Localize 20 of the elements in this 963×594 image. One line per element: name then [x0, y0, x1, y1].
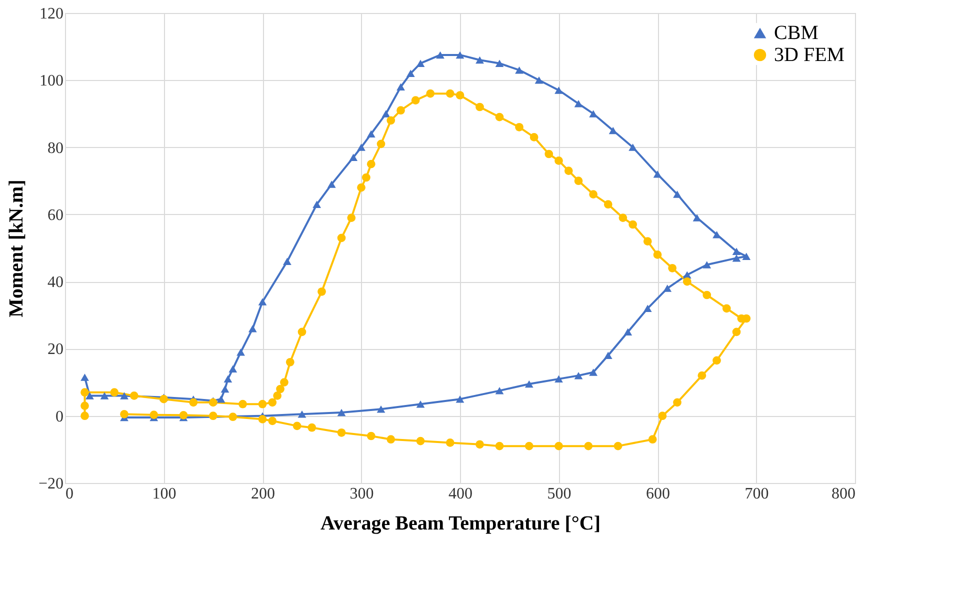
x-tick-label: 500 — [547, 486, 572, 502]
x-tick-label: 100 — [152, 486, 176, 502]
y-tick-label: 120 — [40, 6, 64, 22]
y-axis-title: Moment [kN.m] — [5, 180, 28, 318]
y-tick-label: 60 — [48, 206, 64, 224]
x-tick-label: 200 — [251, 486, 275, 502]
y-tick-label: 40 — [48, 274, 64, 292]
y-tick-label: 80 — [48, 140, 64, 157]
x-tick-label: 700 — [744, 486, 769, 502]
y-tick-label: −20 — [38, 476, 64, 492]
legend-label: 3D FEM — [774, 44, 845, 66]
x-tick-label: 600 — [646, 486, 670, 502]
x-axis-title: Average Beam Temperature [°C] — [320, 512, 600, 534]
x-tick-label: 800 — [832, 486, 856, 502]
x-tick-label: 400 — [448, 486, 472, 502]
legend-label: CBM — [774, 22, 819, 44]
y-tick-label: 0 — [56, 408, 64, 426]
x-tick-label: 300 — [350, 486, 374, 502]
y-tick-label: 20 — [48, 341, 64, 358]
y-tick-label: 100 — [40, 72, 64, 90]
